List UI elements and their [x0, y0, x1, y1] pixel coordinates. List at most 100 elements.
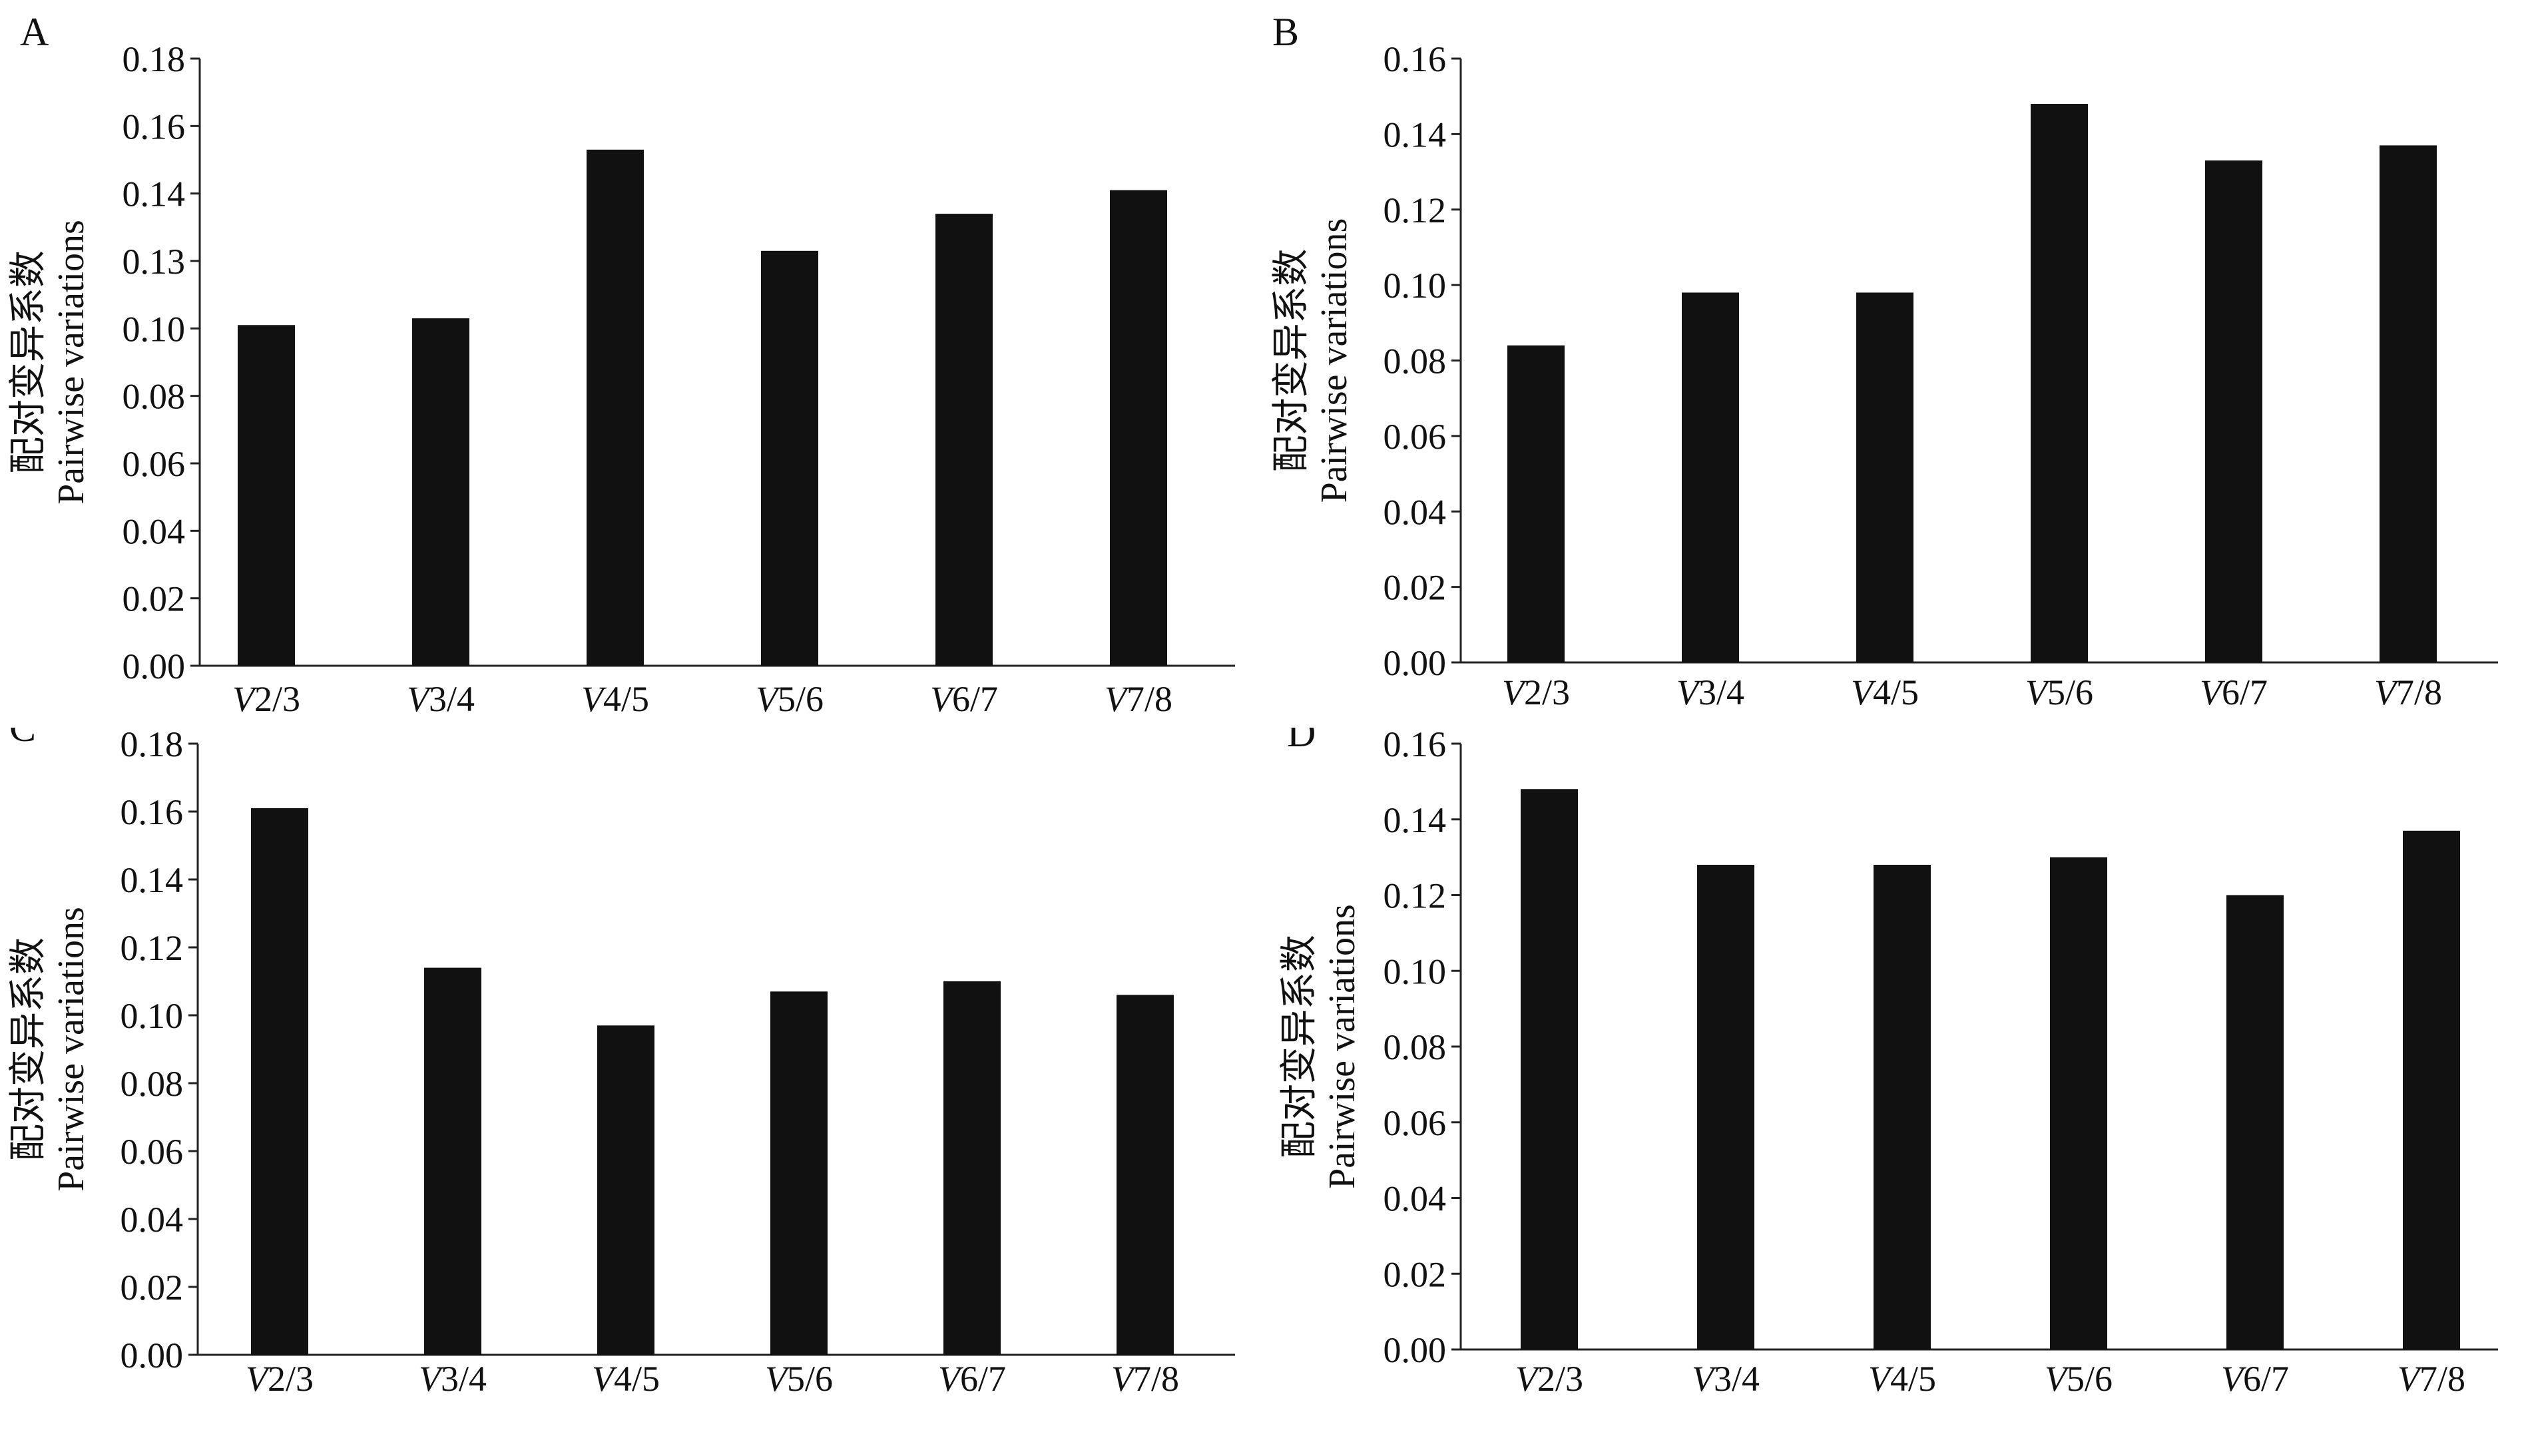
y-tick-label: 0.00 [1384, 643, 1447, 683]
x-tick-label: V3/4 [419, 1359, 487, 1399]
chart-c: C 0.00 0.02 0.04 0.06 0.08 0.10 0.12 0.14 0.16 0.1… [8, 728, 1235, 1399]
x-tick-label: V6/7 [2200, 672, 2268, 712]
bar [587, 149, 644, 666]
x-tick-label: V5/6 [765, 1359, 833, 1399]
bar [1697, 865, 1754, 1349]
bar [2403, 830, 2460, 1349]
y-tick-label: 0.02 [1384, 568, 1447, 608]
bar [1521, 789, 1578, 1349]
panel-label: C [9, 728, 36, 750]
x-tick-label: V6/7 [2221, 1359, 2289, 1399]
y-axis-label-cn: 配对变异系数 [1271, 249, 1312, 473]
y-tick-label: 0.14 [1384, 800, 1447, 840]
bar [761, 250, 818, 666]
y-tick-label: 0.16 [123, 107, 186, 146]
panel-d: D 0.00 0.02 0.04 0.06 0.08 0.10 0.12 0.14 0.16 配对变… [1263, 728, 2526, 1456]
x-tick-label: V5/6 [756, 679, 824, 719]
bar [1856, 292, 1913, 662]
y-tick-label: 0.14 [1384, 115, 1447, 154]
x-tick-label: V2/3 [1515, 1359, 1583, 1399]
bar [424, 967, 481, 1355]
x-tick-label: V6/7 [930, 679, 998, 719]
x-tick-label: V4/5 [1868, 1359, 1936, 1399]
y-tick-label: 0.02 [123, 579, 186, 619]
y-tick-label: 0.00 [1384, 1330, 1447, 1370]
y-tick-label: 0.04 [123, 511, 186, 551]
x-tick-label: V4/5 [592, 1359, 660, 1399]
y-axis-label-cn: 配对变异系数 [1279, 935, 1320, 1158]
y-axis-label-en: Pairwise variations [1322, 904, 1363, 1189]
x-tick-label: V4/5 [581, 679, 649, 719]
panel-label: D [1287, 728, 1316, 755]
x-tick-label: V2/3 [232, 679, 300, 719]
x-tick-label: V6/7 [938, 1359, 1006, 1399]
y-tick-label: 0.00 [123, 646, 186, 686]
panel-b: B 0.00 0.02 0.04 0.06 0.08 0.10 0.12 0.14 0.16 配对变… [1263, 0, 2526, 728]
bar [935, 214, 993, 666]
x-tick-label: V3/4 [407, 679, 475, 719]
x-tick-label: V7/8 [2398, 1359, 2465, 1399]
y-axis-label-cn: 配对变异系数 [8, 250, 49, 474]
y-tick-label: 0.08 [1384, 342, 1447, 381]
y-tick-label: 0.12 [121, 928, 184, 968]
y-tick-label: 0.16 [121, 792, 184, 832]
bar [597, 1025, 654, 1355]
y-tick-label: 0.14 [123, 174, 186, 214]
x-tick-label: V2/3 [1502, 672, 1570, 712]
y-tick-label: 0.10 [123, 309, 186, 349]
bar [1874, 865, 1931, 1349]
panel-c: C 0.00 0.02 0.04 0.06 0.08 0.10 0.12 0.14 0.16 0.1… [0, 728, 1263, 1456]
y-tick-label: 0.02 [121, 1268, 184, 1308]
y-tick-label: 0.06 [1384, 417, 1447, 457]
y-tick-label: 0.12 [1384, 190, 1447, 230]
y-tick-label: 0.08 [1384, 1027, 1447, 1067]
bar [2031, 104, 2088, 662]
bar [2380, 145, 2437, 663]
y-tick-label: 0.12 [1384, 876, 1447, 916]
y-tick-label: 0.16 [1384, 728, 1447, 764]
chart-b: B 0.00 0.02 0.04 0.06 0.08 0.10 0.12 0.14 0.16 配对变… [1271, 10, 2498, 712]
y-tick-label: 0.06 [121, 1132, 184, 1172]
y-tick-label: 0.18 [121, 728, 184, 764]
bar [1507, 345, 1565, 662]
y-tick-label: 0.02 [1384, 1254, 1447, 1294]
panel-label: B [1272, 10, 1299, 54]
y-tick-label: 0.10 [121, 996, 184, 1036]
y-axis-label-en: Pairwise variations [51, 907, 92, 1192]
bar [2050, 857, 2107, 1349]
y-tick-label: 0.16 [1384, 39, 1447, 79]
x-tick-label: V3/4 [1692, 1359, 1760, 1399]
y-tick-label: 0.04 [121, 1200, 184, 1240]
x-tick-label: V7/8 [1111, 1359, 1179, 1399]
y-tick-label: 0.10 [1384, 951, 1447, 991]
y-tick-label: 0.13 [123, 242, 186, 282]
y-tick-label: 0.08 [123, 377, 186, 417]
bar [251, 808, 308, 1355]
y-tick-label: 0.04 [1384, 1179, 1447, 1219]
x-tick-label: V7/8 [2374, 672, 2442, 712]
x-tick-label: V4/5 [1851, 672, 1919, 712]
y-tick-label: 0.06 [1384, 1103, 1447, 1143]
x-tick-label: V3/4 [1676, 672, 1744, 712]
x-tick-label: V2/3 [246, 1359, 314, 1399]
x-tick-label: V5/6 [2045, 1359, 2113, 1399]
y-tick-label: 0.06 [123, 444, 186, 484]
x-tick-label: V5/6 [2025, 672, 2093, 712]
chart-a: A 0.00 0.02 0.04 0.06 0.08 0.10 0.13 0.14 0.16 0.1… [8, 10, 1235, 719]
panel-label: A [20, 10, 49, 54]
bar [238, 325, 295, 666]
chart-d: D 0.00 0.02 0.04 0.06 0.08 0.10 0.12 0.14 0.16 配对变… [1279, 728, 2498, 1399]
bar [2226, 895, 2284, 1349]
bar [770, 991, 828, 1355]
y-tick-label: 0.04 [1384, 492, 1447, 532]
y-axis-label-en: Pairwise variations [51, 220, 92, 505]
y-tick-label: 0.08 [121, 1064, 184, 1104]
x-tick-label: V7/8 [1105, 679, 1172, 719]
y-tick-label: 0.00 [121, 1335, 184, 1375]
bar [943, 981, 1001, 1355]
bar [412, 318, 469, 666]
y-axis-label-en: Pairwise variations [1314, 218, 1355, 503]
y-tick-label: 0.14 [121, 860, 184, 900]
bar [1117, 995, 1174, 1355]
y-axis-label-cn: 配对变异系数 [8, 937, 49, 1161]
